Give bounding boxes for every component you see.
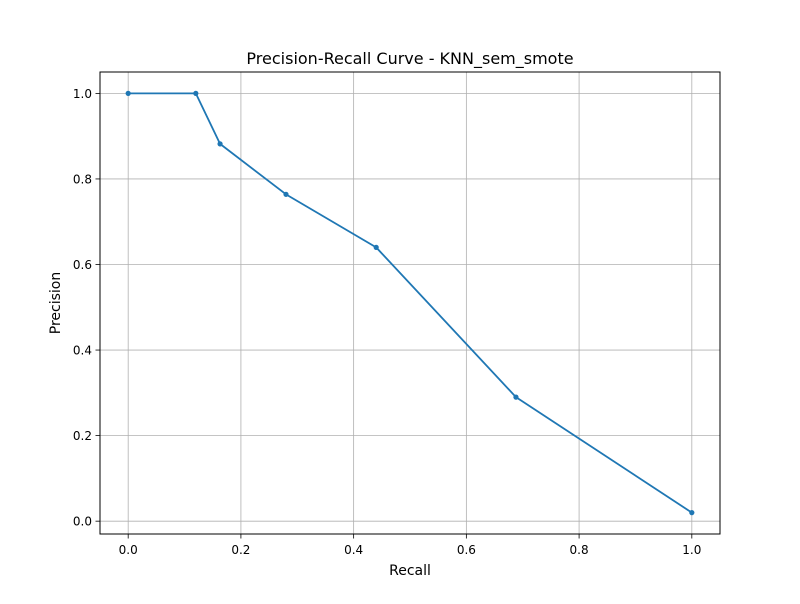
x-tick-label: 1.0 bbox=[682, 543, 701, 557]
pr-curve-point bbox=[125, 90, 131, 96]
chart-title: Precision-Recall Curve - KNN_sem_smote bbox=[246, 49, 573, 69]
y-tick-label: 0.2 bbox=[73, 429, 92, 443]
y-tick-label: 0.8 bbox=[73, 172, 92, 186]
pr-curve-point bbox=[689, 510, 695, 516]
y-tick-label: 0.0 bbox=[73, 515, 92, 529]
ticks: 0.0 0.2 0.4 0.6 0.8 1.0 0.0 0.2 0.4 0.6 0.8 1.0 bbox=[73, 87, 701, 557]
y-tick-label: 1.0 bbox=[73, 87, 92, 101]
x-tick-label: 0.0 bbox=[119, 543, 138, 557]
x-axis-label: Recall bbox=[389, 563, 431, 579]
x-tick-label: 0.2 bbox=[231, 543, 250, 557]
x-tick-label: 0.4 bbox=[344, 543, 363, 557]
pr-curve-point bbox=[217, 141, 223, 147]
pr-curve-point bbox=[193, 90, 199, 96]
plot-frame bbox=[99, 71, 721, 535]
pr-curve-point bbox=[373, 244, 379, 250]
y-axis-label: Precision bbox=[48, 272, 64, 334]
y-tick-label: 0.6 bbox=[73, 258, 92, 272]
series bbox=[125, 90, 695, 516]
x-tick-label: 0.8 bbox=[570, 543, 589, 557]
pr-curve-point bbox=[283, 191, 289, 197]
grid bbox=[100, 72, 720, 534]
y-tick-label: 0.4 bbox=[73, 344, 92, 358]
x-tick-label: 0.6 bbox=[457, 543, 476, 557]
pr-curve-point bbox=[513, 394, 519, 400]
